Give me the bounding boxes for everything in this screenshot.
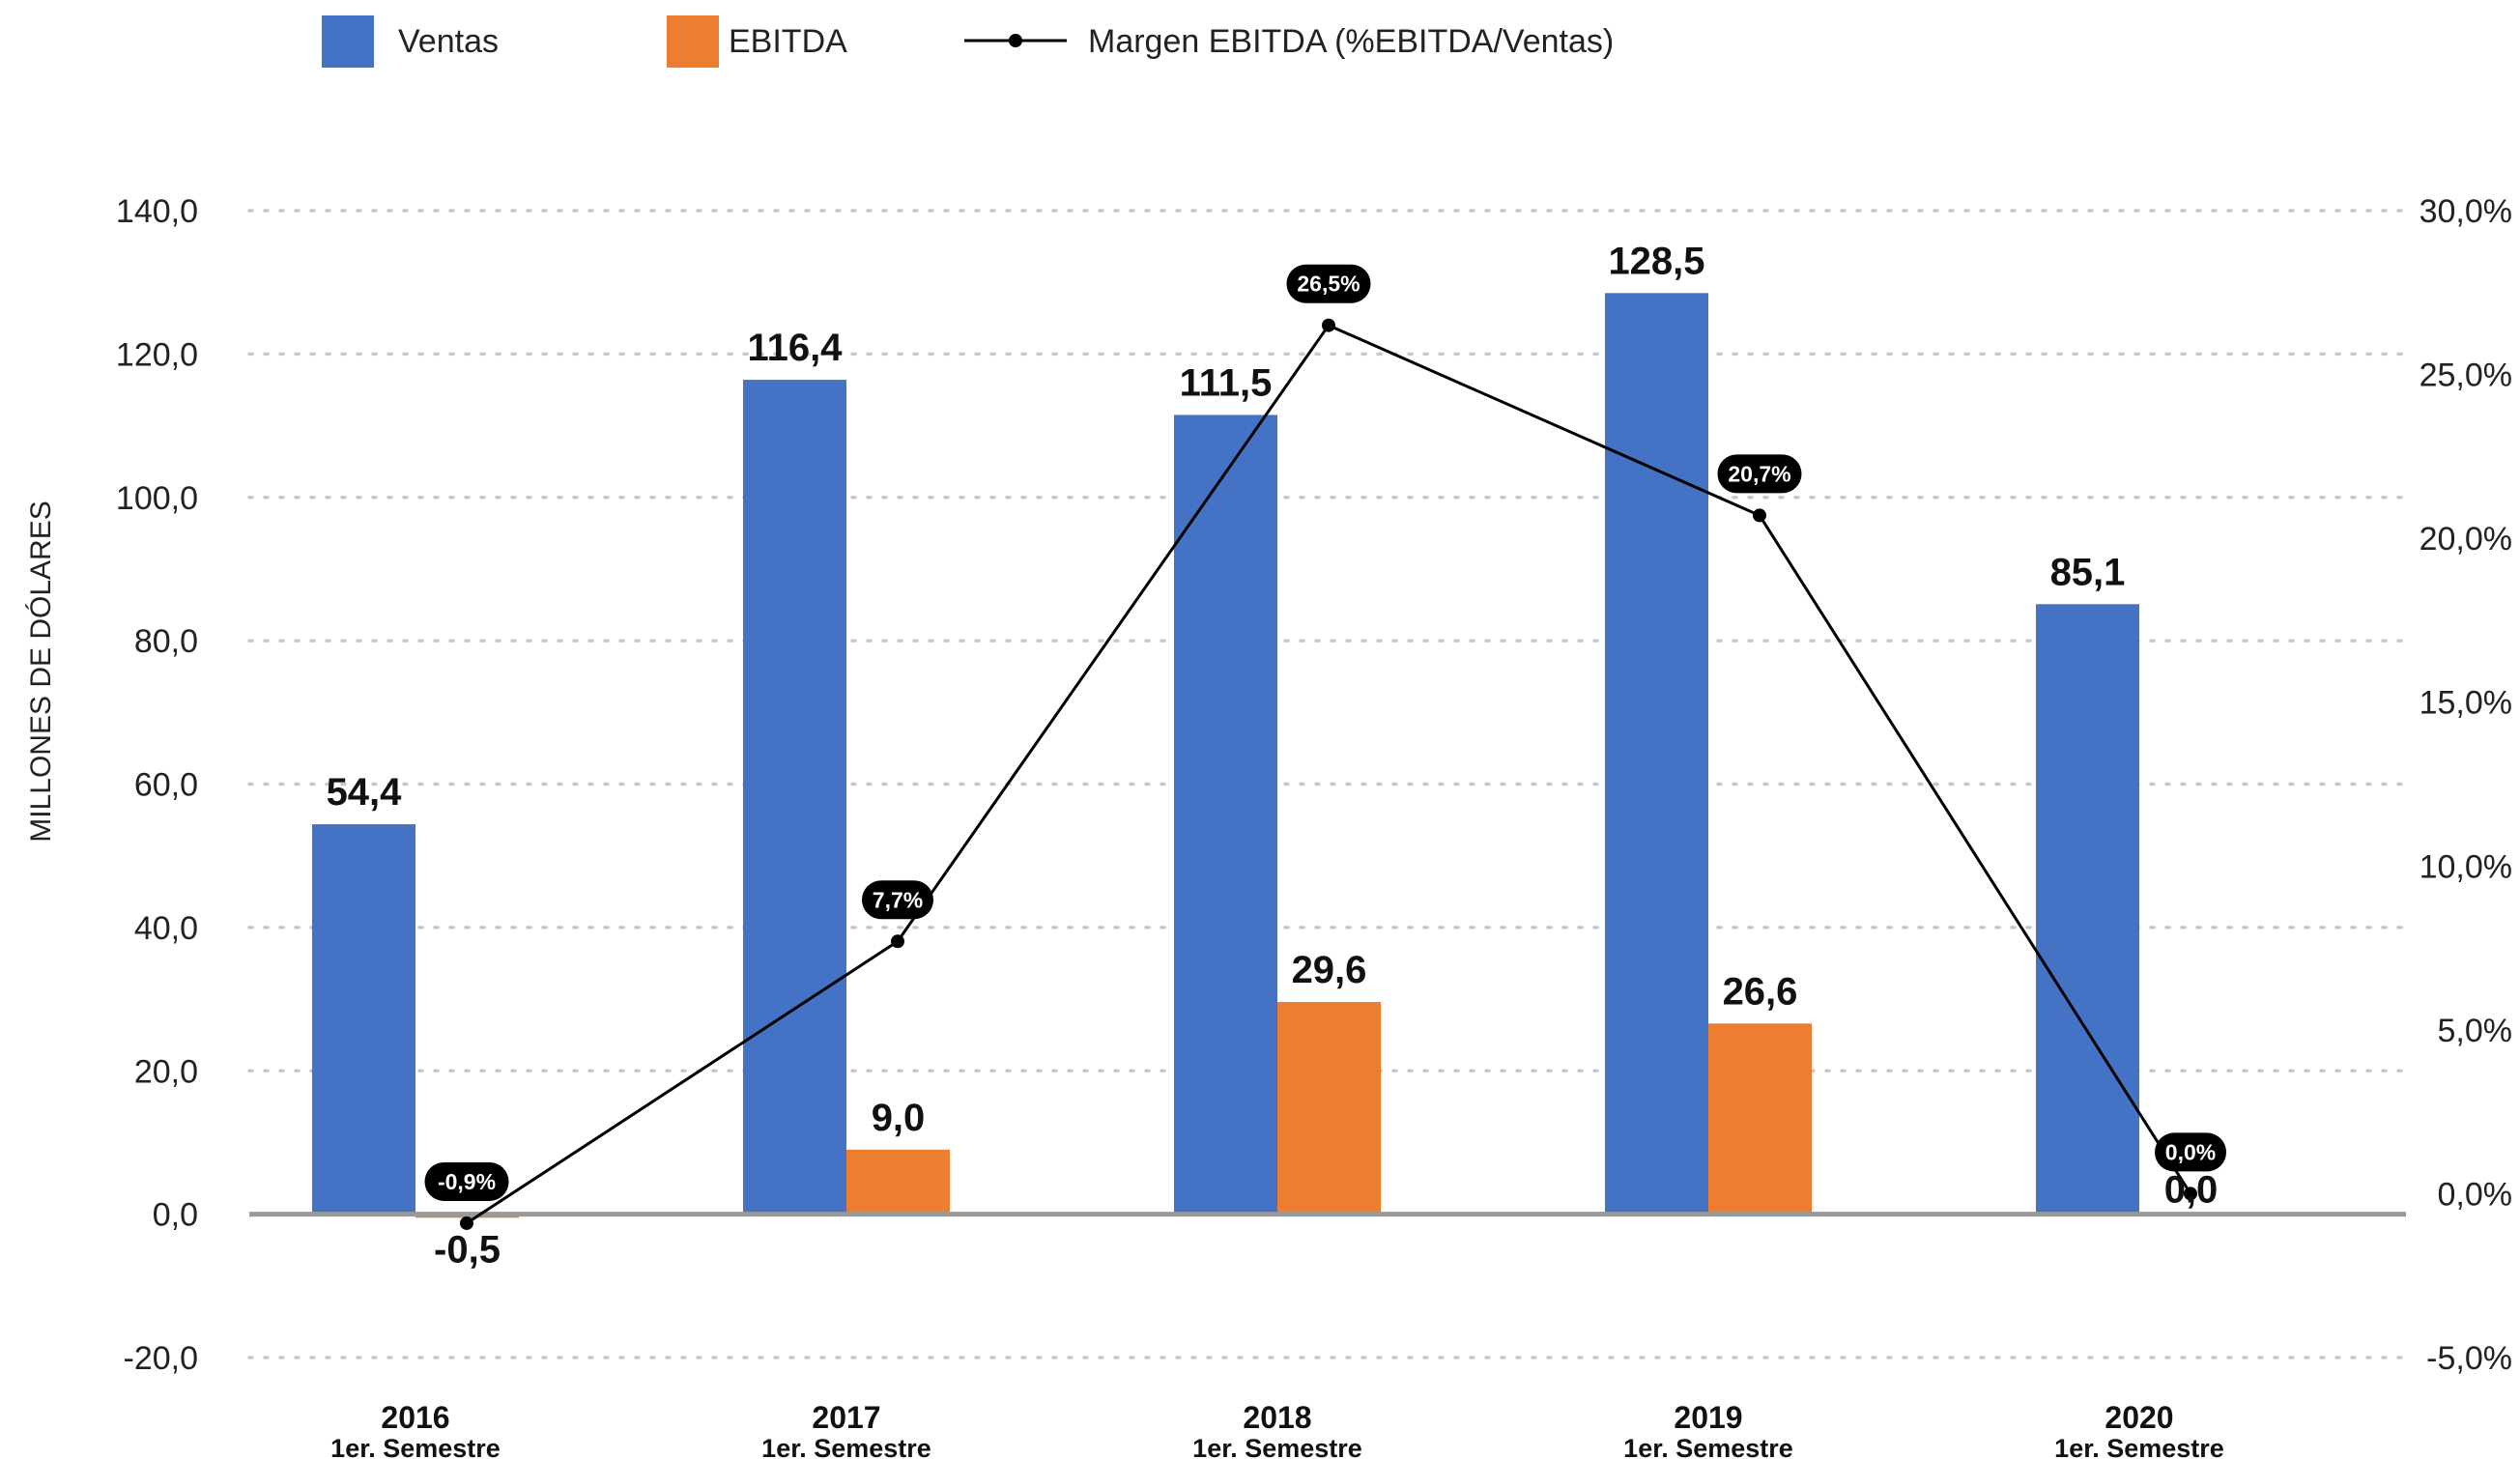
legend-ebitda-swatch — [667, 15, 719, 68]
margin-value-label: -0,9% — [438, 1169, 496, 1194]
ebitda-value-label: 26,6 — [1723, 970, 1798, 1013]
right-axis-ticks: -5,0% 0,0% 5,0% 10,0% 15,0% 20,0% 25,0% 30,0% — [2420, 193, 2512, 1377]
legend-ventas-label: Ventas — [398, 23, 499, 60]
margin-pill — [862, 880, 933, 920]
y2-tick-label: 5,0% — [2438, 1013, 2513, 1049]
margin-value-labels: -0,9% 7,7% 26,5% 20,7% 0,0% — [424, 264, 2226, 1201]
ebitda-value-label: 0,0 — [2164, 1169, 2219, 1212]
y-tick-label: 140,0 — [116, 193, 198, 230]
bars — [312, 293, 2139, 1218]
y2-tick-label: 0,0% — [2438, 1176, 2513, 1213]
margin-value-label: 7,7% — [873, 887, 923, 912]
y-tick-label: 40,0 — [134, 910, 198, 947]
x-category-sublabel: 1er. Semestre — [2054, 1434, 2224, 1459]
bar-value-labels: 54,4 -0,5 116,4 9,0 111,5 29,6 128,5 26,6 85,1 0,… — [327, 240, 2219, 1271]
ventas-value-label: 111,5 — [1180, 361, 1273, 404]
x-category-label: 2016 — [381, 1400, 449, 1435]
ventas-value-label: 54,4 — [327, 771, 403, 814]
ebitda-value-label: 29,6 — [1292, 949, 1367, 991]
x-category-label: 2020 — [2105, 1400, 2173, 1435]
ventas-value-label: 85,1 — [2050, 551, 2126, 593]
ebitda-bar — [1708, 1023, 1812, 1215]
margin-point — [2184, 1187, 2197, 1201]
x-category-label: 2017 — [812, 1400, 880, 1435]
ebitda-value-label: 9,0 — [872, 1097, 926, 1139]
margin-point — [891, 934, 904, 949]
ventas-bar — [743, 380, 846, 1215]
margin-pill — [2155, 1132, 2226, 1172]
y2-tick-label: 25,0% — [2420, 358, 2512, 394]
x-category-sublabel: 1er. Semestre — [330, 1434, 501, 1459]
y-tick-label: -20,0 — [124, 1340, 199, 1377]
margin-pill — [424, 1161, 509, 1201]
legend: Ventas EBITDA Margen EBITDA (%EBITDA/Venta… — [322, 15, 1614, 68]
x-category-sublabel: 1er. Semestre — [1623, 1434, 1793, 1459]
y2-tick-label: 30,0% — [2420, 193, 2512, 230]
margin-point — [1753, 508, 1766, 523]
y2-tick-label: 10,0% — [2420, 848, 2512, 885]
ventas-value-label: 116,4 — [748, 327, 844, 369]
y-tick-label: 20,0 — [134, 1053, 198, 1090]
ventas-value-label: 128,5 — [1608, 240, 1704, 282]
margin-line — [460, 318, 2197, 1230]
ventas-bar — [312, 824, 415, 1215]
legend-ventas-swatch — [322, 15, 374, 68]
margin-point — [1322, 318, 1335, 332]
margin-pill — [1286, 264, 1371, 303]
x-category-sublabel: 1er. Semestre — [1192, 1434, 1362, 1459]
ebitda-value-label: -0,5 — [434, 1229, 501, 1272]
ebitda-bar — [1277, 1002, 1381, 1215]
margin-value-label: 26,5% — [1297, 272, 1360, 297]
x-category-sublabel: 1er. Semestre — [761, 1434, 931, 1459]
x-category-label: 2019 — [1674, 1400, 1742, 1435]
y-tick-label: 60,0 — [134, 767, 198, 804]
y-tick-label: 100,0 — [116, 480, 198, 517]
margin-value-label: 0,0% — [2165, 1139, 2216, 1164]
ventas-bar — [2036, 604, 2139, 1215]
margin-value-label: 20,7% — [1728, 461, 1790, 486]
y2-tick-label: -5,0% — [2426, 1340, 2512, 1377]
y-axis-title: MILLONES DE DÓLARES — [25, 501, 57, 842]
legend-margin-label: Margen EBITDA (%EBITDA/Ventas) — [1088, 23, 1614, 60]
legend-ebitda-label: EBITDA — [729, 23, 847, 60]
left-axis-ticks: -20,0 0,0 20,0 40,0 60,0 80,0 100,0 120,0 140,0 — [116, 193, 198, 1377]
y-tick-label: 0,0 — [153, 1197, 198, 1234]
margin-point — [460, 1216, 473, 1230]
ebitda-bar — [846, 1149, 950, 1215]
y2-tick-label: 15,0% — [2420, 685, 2512, 722]
ventas-bar — [1174, 415, 1277, 1215]
ventas-bar — [1605, 293, 1708, 1215]
margin-pill — [1717, 454, 1802, 494]
y-tick-label: 120,0 — [116, 336, 198, 373]
x-category-label: 2018 — [1243, 1400, 1311, 1435]
legend-margin-marker — [1009, 34, 1022, 47]
y-tick-label: 80,0 — [134, 623, 198, 660]
y2-tick-label: 20,0% — [2420, 521, 2512, 558]
